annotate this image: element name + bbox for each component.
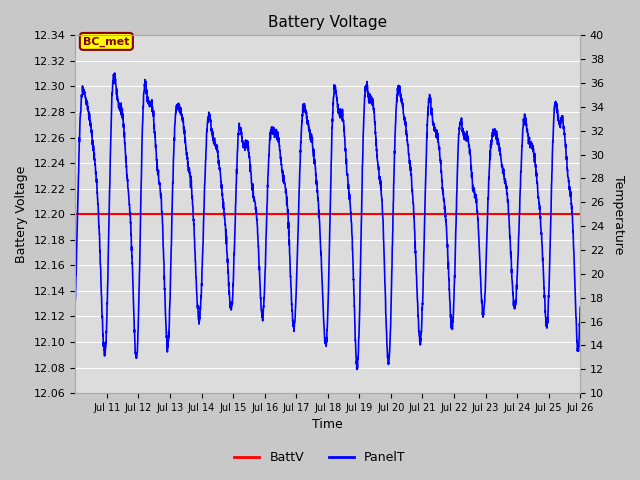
Legend: BattV, PanelT: BattV, PanelT bbox=[229, 446, 411, 469]
X-axis label: Time: Time bbox=[312, 419, 343, 432]
Text: BC_met: BC_met bbox=[83, 36, 129, 47]
Title: Battery Voltage: Battery Voltage bbox=[268, 15, 387, 30]
Y-axis label: Battery Voltage: Battery Voltage bbox=[15, 166, 28, 263]
Y-axis label: Temperature: Temperature bbox=[612, 175, 625, 254]
